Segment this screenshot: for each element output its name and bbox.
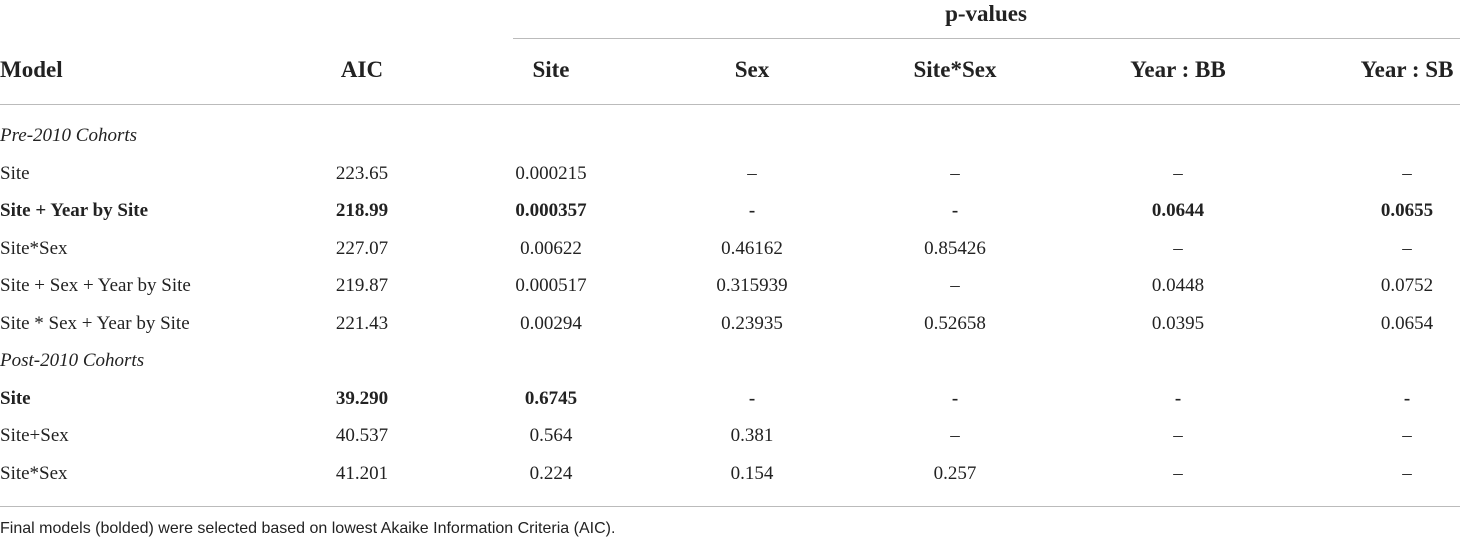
section-title: Pre-2010 Cohorts (0, 125, 138, 146)
cell: 0.000215 (515, 162, 587, 184)
cell: 218.99 (335, 200, 389, 221)
cell: 221.43 (335, 312, 389, 334)
cell: 40.537 (335, 425, 389, 446)
cell: 41.201 (335, 462, 389, 484)
cell: - (748, 200, 756, 221)
row-label: Site+Sex (0, 425, 69, 446)
row-label: Site (0, 162, 30, 184)
cell: 39.290 (335, 387, 389, 409)
cell: 0.6745 (524, 387, 578, 409)
cell: 0.0448 (1151, 275, 1205, 296)
cell: 0.0655 (1380, 200, 1434, 221)
cell: – (950, 162, 960, 184)
cell: 0.564 (529, 425, 573, 446)
section-title: Post-2010 Cohorts (0, 350, 145, 371)
cell: 0.46162 (721, 237, 783, 259)
cell: 0.0654 (1380, 312, 1434, 334)
cell: – (1173, 162, 1183, 184)
cell: 0.0752 (1380, 275, 1434, 296)
cell: 219.87 (335, 275, 389, 296)
column-header: Site*Sex (913, 57, 997, 82)
cell: 0.000517 (515, 275, 587, 296)
cell: – (950, 275, 960, 296)
cell: 0.0395 (1151, 312, 1205, 334)
row-label: Site + Sex + Year by Site (0, 275, 191, 296)
cell: 0.00294 (520, 312, 582, 334)
cell: 0.23935 (721, 312, 783, 334)
row-label: Site + Year by Site (0, 200, 149, 221)
bottom-rule (0, 506, 1460, 507)
row-label: Site (0, 387, 31, 409)
column-header: Site (532, 57, 570, 82)
row-label: Site*Sex (0, 462, 68, 484)
column-header: Year : BB (1130, 57, 1226, 82)
cell: – (1402, 462, 1412, 484)
header-rule (0, 104, 1460, 105)
cell: 0.257 (933, 462, 977, 484)
cell: 0.0644 (1151, 200, 1205, 221)
cell: – (1173, 237, 1183, 259)
row-label: Site * Sex + Year by Site (0, 312, 190, 334)
column-header: Year : SB (1360, 57, 1454, 82)
cell: 0.52658 (924, 312, 986, 334)
cell: – (1402, 237, 1412, 259)
cell: – (1173, 425, 1183, 446)
cell: - (1174, 387, 1182, 409)
cell: 0.381 (730, 425, 774, 446)
row-label: Site*Sex (0, 237, 68, 259)
cell: 0.315939 (716, 275, 788, 296)
cell: – (1402, 162, 1412, 184)
column-header: AIC (340, 57, 384, 82)
column-header: Sex (734, 57, 770, 82)
cell: 0.224 (529, 462, 573, 484)
cell: - (951, 387, 959, 409)
group-header: p-values (945, 1, 1027, 26)
group-rule (513, 38, 1460, 39)
cell: 0.85426 (924, 237, 986, 259)
cell: - (951, 200, 959, 221)
cell: – (1402, 425, 1412, 446)
cell: – (1173, 462, 1183, 484)
cell: 0.154 (730, 462, 774, 484)
cell: - (1403, 387, 1411, 409)
cell: 0.000357 (515, 200, 587, 221)
footnote: Final models (bolded) were selected base… (0, 520, 616, 537)
cell: - (748, 387, 756, 409)
cell: 223.65 (335, 162, 389, 184)
cell: – (950, 425, 960, 446)
cell: 227.07 (335, 237, 389, 259)
cell: – (747, 162, 757, 184)
cell: 0.00622 (520, 237, 582, 259)
column-header: Model (0, 57, 63, 82)
